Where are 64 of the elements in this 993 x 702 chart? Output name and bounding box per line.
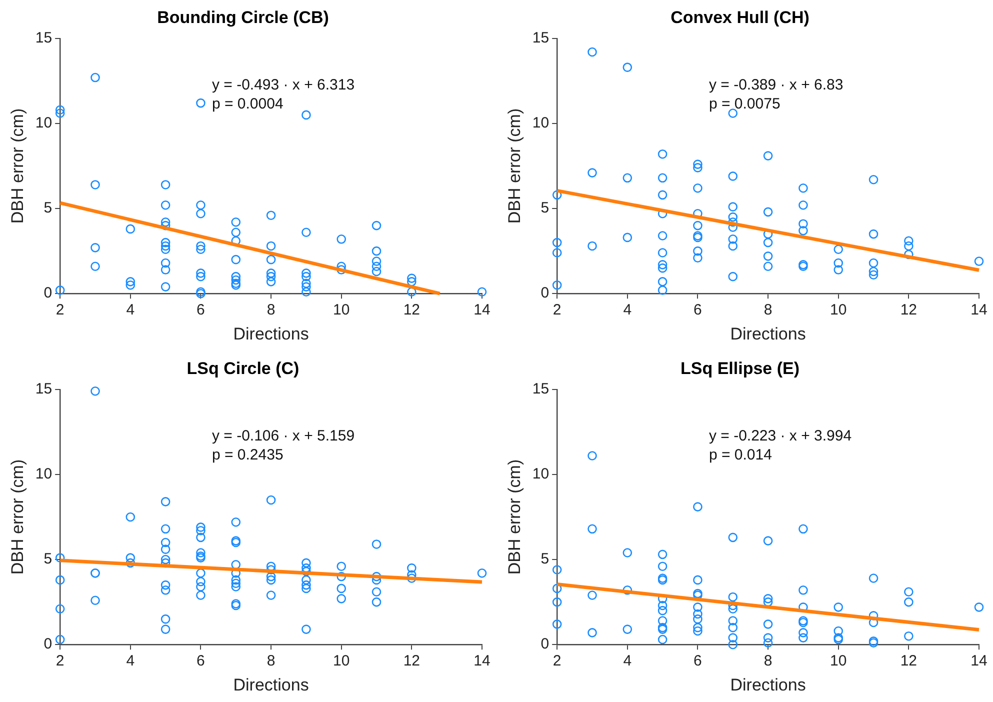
annotation: p = 0.0075	[708, 95, 780, 112]
y-tick-label: 10	[532, 466, 550, 483]
y-tick-label: 5	[44, 550, 52, 568]
chart-title: LSq Ellipse (E)	[680, 358, 800, 378]
y-axis-title: DBH error (cm)	[8, 108, 27, 224]
y-tick-label: 15	[35, 380, 52, 398]
y-tick-label: 5	[540, 200, 550, 217]
y-tick-label: 0	[44, 284, 52, 302]
x-tick-label: 8	[764, 302, 772, 319]
x-axis-title: Directions	[233, 324, 309, 344]
x-tick-label: 14	[970, 652, 988, 670]
annotation: y = -0.223 · x + 3.994	[708, 427, 852, 444]
annotation: y = -0.493 · x + 6.313	[212, 76, 355, 94]
x-tick-label: 6	[694, 302, 702, 319]
x-tick-label: 6	[196, 302, 205, 319]
y-tick-label: 0	[44, 636, 52, 653]
y-tick-label: 5	[44, 200, 52, 217]
x-tick-label: 14	[474, 302, 490, 319]
x-axis-title: Directions	[730, 675, 806, 694]
annotation: y = -0.106 · x + 5.159	[212, 427, 355, 444]
x-tick-label: 14	[474, 652, 490, 670]
y-tick-label: 10	[35, 114, 52, 132]
x-tick-label: 14	[970, 302, 988, 319]
annotation: y = -0.389 · x + 6.83	[708, 76, 844, 94]
y-axis-title: DBH error (cm)	[504, 108, 524, 224]
x-tick-label: 2	[56, 302, 64, 319]
x-tick-label: 4	[623, 652, 632, 670]
x-tick-label: 10	[333, 652, 350, 670]
x-tick-label: 10	[830, 302, 847, 319]
x-tick-label: 12	[900, 652, 918, 670]
x-tick-label: 12	[403, 302, 420, 319]
y-tick-label: 10	[532, 114, 550, 132]
annotation: p = 0.014	[708, 446, 772, 464]
y-tick-label: 5	[540, 550, 550, 568]
annotation: p = 0.0004	[212, 95, 284, 112]
chart-title: LSq Circle (C)	[186, 358, 300, 378]
y-tick-label: 15	[532, 30, 550, 47]
y-tick-label: 0	[540, 284, 550, 302]
x-tick-label: 4	[623, 302, 632, 319]
y-axis-title: DBH error (cm)	[504, 459, 524, 575]
y-tick-label: 15	[532, 380, 550, 398]
x-tick-label: 4	[126, 302, 135, 319]
y-axis-title: DBH error (cm)	[8, 459, 27, 575]
annotation: p = 0.2435	[212, 446, 284, 464]
x-axis-title: Directions	[233, 675, 309, 694]
x-tick-label: 2	[552, 302, 562, 319]
x-tick-label: 8	[266, 302, 276, 319]
chart-title: Bounding Circle (CB)	[157, 8, 329, 27]
chart-title: Convex Hull (CH)	[670, 8, 810, 27]
x-tick-label: 8	[266, 652, 276, 670]
x-tick-label: 6	[694, 652, 702, 670]
x-tick-label: 12	[403, 652, 420, 670]
y-tick-label: 0	[540, 636, 550, 653]
x-tick-label: 10	[333, 302, 350, 319]
x-tick-label: 6	[196, 652, 205, 670]
x-tick-label: 8	[764, 652, 772, 670]
x-tick-label: 2	[56, 652, 64, 670]
x-tick-label: 10	[830, 652, 847, 670]
x-tick-label: 2	[552, 652, 562, 670]
x-tick-label: 12	[900, 302, 918, 319]
y-tick-label: 15	[35, 30, 52, 47]
y-tick-label: 10	[35, 466, 52, 483]
x-tick-label: 4	[126, 652, 135, 670]
x-axis-title: Directions	[730, 324, 806, 344]
